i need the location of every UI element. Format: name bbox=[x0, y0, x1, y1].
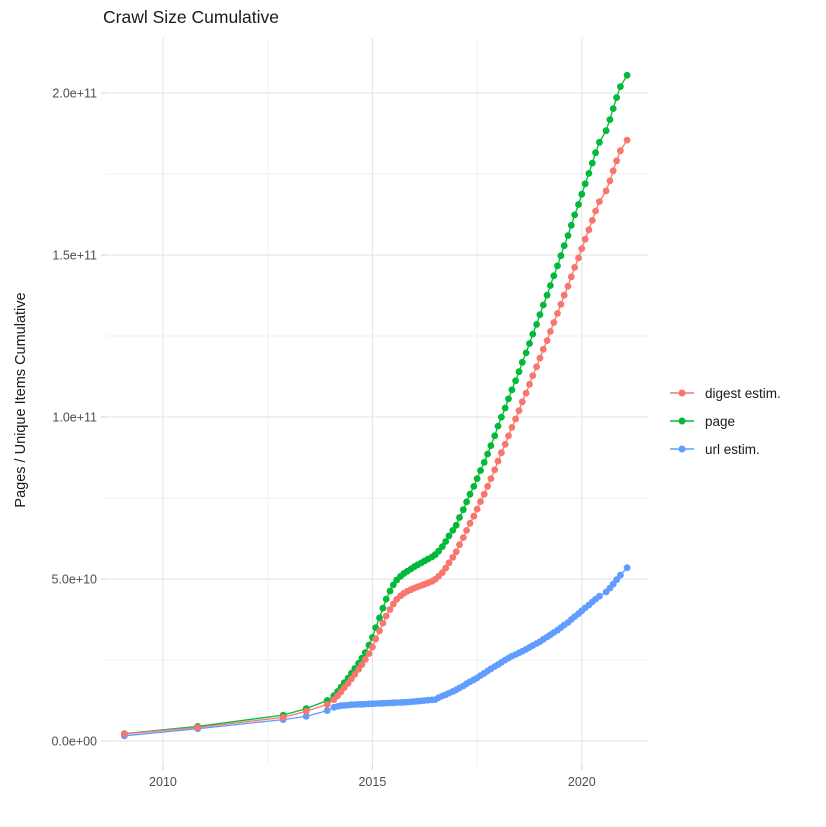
page-key-icon bbox=[670, 417, 694, 425]
legend-item-url-estim: url estim. bbox=[669, 435, 781, 463]
legend-label-digest-estim: digest estim. bbox=[705, 385, 781, 401]
digest-estim-key-icon bbox=[670, 389, 694, 397]
svg-text:2010: 2010 bbox=[149, 775, 177, 789]
legend-item-digest-estim: digest estim. bbox=[669, 379, 781, 407]
legend-label-page: page bbox=[705, 413, 736, 429]
legend-label-url-estim: url estim. bbox=[705, 441, 760, 457]
chart-legend: digest estim. page url estim. bbox=[669, 379, 781, 463]
chart-title: Crawl Size Cumulative bbox=[103, 7, 280, 27]
svg-text:2015: 2015 bbox=[358, 775, 386, 789]
svg-text:1.0e+11: 1.0e+11 bbox=[52, 411, 97, 425]
legend-item-page: page bbox=[669, 407, 781, 435]
svg-text:2.0e+11: 2.0e+11 bbox=[52, 87, 97, 101]
url-estim-key-icon bbox=[670, 445, 694, 453]
svg-text:2020: 2020 bbox=[568, 775, 596, 789]
svg-text:1.5e+11: 1.5e+11 bbox=[52, 249, 97, 263]
svg-text:0.0e+00: 0.0e+00 bbox=[51, 735, 97, 749]
svg-text:5.0e+10: 5.0e+10 bbox=[51, 573, 97, 587]
